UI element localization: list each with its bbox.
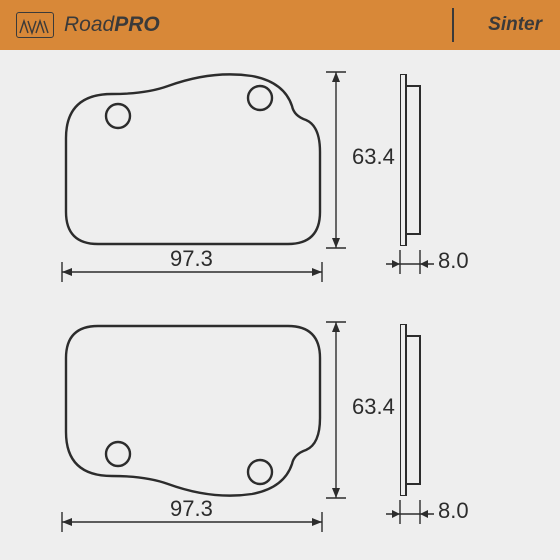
dim-height-2: 63.4 bbox=[352, 394, 395, 420]
category-label: Sinter bbox=[488, 14, 542, 36]
brand-suffix: PRO bbox=[114, 13, 160, 36]
dimension-lines bbox=[0, 50, 560, 560]
dim-width-1: 97.3 bbox=[170, 246, 213, 272]
dim-thick-2: 8.0 bbox=[438, 498, 469, 524]
header-divider bbox=[452, 8, 454, 42]
dim-height-1: 63.4 bbox=[352, 144, 395, 170]
diagram-stage: 63.4 63.4 97.3 97.3 8.0 8.0 bbox=[0, 50, 560, 560]
header-bar: RoadPRO Sinter bbox=[0, 0, 560, 50]
brand-prefix: Road bbox=[64, 13, 114, 36]
dim-width-2: 97.3 bbox=[170, 496, 213, 522]
brand-name: RoadPRO bbox=[64, 13, 160, 37]
dim-thick-1: 8.0 bbox=[438, 248, 469, 274]
brand-logo-icon bbox=[16, 12, 54, 38]
